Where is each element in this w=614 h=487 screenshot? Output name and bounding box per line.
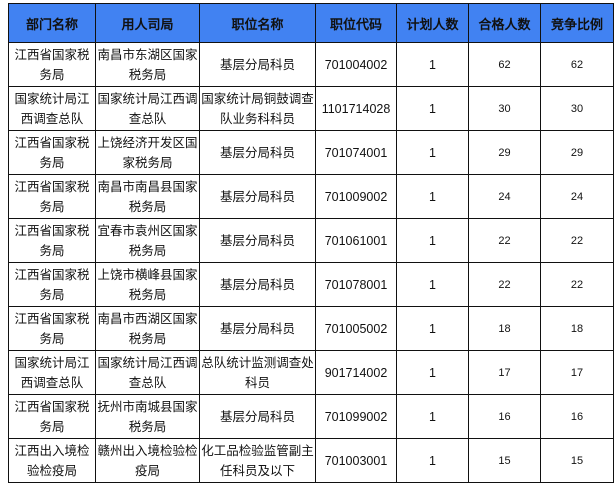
- cell-department: 国家统计局江西调查总队: [8, 350, 96, 395]
- cell-planned-count: 1: [396, 394, 469, 439]
- positions-table: 部门名称 用人司局 职位名称 职位代码 计划人数 合格人数 竞争比例 江西省国家税务局 南昌市…: [8, 3, 614, 483]
- cell-position-code: 701005002: [315, 306, 397, 351]
- cell-qualified-count: 62: [468, 42, 541, 87]
- cell-position-name: 基层分局科员: [199, 394, 316, 439]
- cell-competition-ratio: 16: [540, 394, 614, 439]
- cell-planned-count: 1: [396, 350, 469, 395]
- cell-competition-ratio: 29: [540, 130, 614, 175]
- cell-department: 江西省国家税务局: [8, 130, 96, 175]
- cell-position-code: 701099002: [315, 394, 397, 439]
- cell-competition-ratio: 30: [540, 86, 614, 131]
- cell-employer: 国家统计局江西调查总队: [95, 86, 200, 131]
- cell-qualified-count: 16: [468, 394, 541, 439]
- table-row: 江西省国家税务局 上饶市横峰县国家税务局 基层分局科员 701078001 1 22 22: [8, 262, 614, 307]
- cell-department: 江西省国家税务局: [8, 394, 96, 439]
- cell-department: 江西省国家税务局: [8, 218, 96, 263]
- cell-position-name: 基层分局科员: [199, 174, 316, 219]
- column-header-position-name: 职位名称: [199, 3, 316, 43]
- cell-position-name: 基层分局科员: [199, 130, 316, 175]
- column-header-competition-ratio: 竞争比例: [540, 3, 614, 43]
- cell-position-name: 化工品检验监管副主任科员及以下: [199, 438, 316, 483]
- cell-position-name: 基层分局科员: [199, 262, 316, 307]
- cell-employer: 南昌市东湖区国家税务局: [95, 42, 200, 87]
- cell-planned-count: 1: [396, 306, 469, 351]
- cell-qualified-count: 17: [468, 350, 541, 395]
- cell-employer: 南昌市南昌县国家税务局: [95, 174, 200, 219]
- cell-competition-ratio: 22: [540, 262, 614, 307]
- cell-planned-count: 1: [396, 42, 469, 87]
- cell-qualified-count: 24: [468, 174, 541, 219]
- cell-position-name: 基层分局科员: [199, 306, 316, 351]
- cell-planned-count: 1: [396, 86, 469, 131]
- cell-position-name: 国家统计局铜鼓调查队业务科科员: [199, 86, 316, 131]
- cell-department: 江西省国家税务局: [8, 174, 96, 219]
- table-row: 国家统计局江西调查总队 国家统计局江西调查总队 总队统计监测调查处科员 9017140…: [8, 350, 614, 395]
- table-row: 江西省国家税务局 宜春市袁州区国家税务局 基层分局科员 701061001 1 22 22: [8, 218, 614, 263]
- cell-qualified-count: 15: [468, 438, 541, 483]
- cell-planned-count: 1: [396, 218, 469, 263]
- cell-employer: 抚州市南城县国家税务局: [95, 394, 200, 439]
- cell-position-code: 701009002: [315, 174, 397, 219]
- cell-employer: 南昌市西湖区国家税务局: [95, 306, 200, 351]
- cell-qualified-count: 30: [468, 86, 541, 131]
- table-row: 江西省国家税务局 南昌市东湖区国家税务局 基层分局科员 701004002 1 62 62: [8, 42, 614, 87]
- cell-qualified-count: 22: [468, 218, 541, 263]
- cell-employer: 宜春市袁州区国家税务局: [95, 218, 200, 263]
- column-header-department: 部门名称: [8, 3, 96, 43]
- cell-position-code: 701061001: [315, 218, 397, 263]
- cell-position-code: 1101714028: [315, 86, 397, 131]
- cell-qualified-count: 29: [468, 130, 541, 175]
- cell-employer: 赣州出入境检验检疫局: [95, 438, 200, 483]
- column-header-position-code: 职位代码: [315, 3, 397, 43]
- table-row: 江西省国家税务局 抚州市南城县国家税务局 基层分局科员 701099002 1 16 16: [8, 394, 614, 439]
- cell-department: 国家统计局江西调查总队: [8, 86, 96, 131]
- cell-competition-ratio: 18: [540, 306, 614, 351]
- cell-position-name: 基层分局科员: [199, 42, 316, 87]
- table-row: 江西省国家税务局 南昌市西湖区国家税务局 基层分局科员 701005002 1 18 18: [8, 306, 614, 351]
- cell-position-code: 701003001: [315, 438, 397, 483]
- cell-employer: 国家统计局江西调查总队: [95, 350, 200, 395]
- cell-department: 江西省国家税务局: [8, 42, 96, 87]
- cell-position-code: 701074001: [315, 130, 397, 175]
- cell-position-name: 基层分局科员: [199, 218, 316, 263]
- cell-planned-count: 1: [396, 130, 469, 175]
- cell-planned-count: 1: [396, 438, 469, 483]
- cell-position-code: 901714002: [315, 350, 397, 395]
- cell-employer: 上饶经济开发区国家税务局: [95, 130, 200, 175]
- table-row: 国家统计局江西调查总队 国家统计局江西调查总队 国家统计局铜鼓调查队业务科科员 110…: [8, 86, 614, 131]
- cell-department: 江西省国家税务局: [8, 306, 96, 351]
- cell-qualified-count: 22: [468, 262, 541, 307]
- cell-competition-ratio: 62: [540, 42, 614, 87]
- column-header-planned-count: 计划人数: [396, 3, 469, 43]
- cell-competition-ratio: 15: [540, 438, 614, 483]
- cell-employer: 上饶市横峰县国家税务局: [95, 262, 200, 307]
- cell-department: 江西出入境检验检疫局: [8, 438, 96, 483]
- cell-competition-ratio: 22: [540, 218, 614, 263]
- cell-department: 江西省国家税务局: [8, 262, 96, 307]
- cell-planned-count: 1: [396, 174, 469, 219]
- cell-position-code: 701004002: [315, 42, 397, 87]
- table-row: 江西省国家税务局 上饶经济开发区国家税务局 基层分局科员 701074001 1 29 29: [8, 130, 614, 175]
- header-row: 部门名称 用人司局 职位名称 职位代码 计划人数 合格人数 竞争比例: [8, 3, 614, 43]
- table-row: 江西省国家税务局 南昌市南昌县国家税务局 基层分局科员 701009002 1 24 24: [8, 174, 614, 219]
- cell-planned-count: 1: [396, 262, 469, 307]
- cell-position-name: 总队统计监测调查处科员: [199, 350, 316, 395]
- cell-competition-ratio: 24: [540, 174, 614, 219]
- column-header-qualified-count: 合格人数: [468, 3, 541, 43]
- column-header-employer: 用人司局: [95, 3, 200, 43]
- cell-position-code: 701078001: [315, 262, 397, 307]
- table-row: 江西出入境检验检疫局 赣州出入境检验检疫局 化工品检验监管副主任科员及以下 70100…: [8, 438, 614, 483]
- cell-competition-ratio: 17: [540, 350, 614, 395]
- cell-qualified-count: 18: [468, 306, 541, 351]
